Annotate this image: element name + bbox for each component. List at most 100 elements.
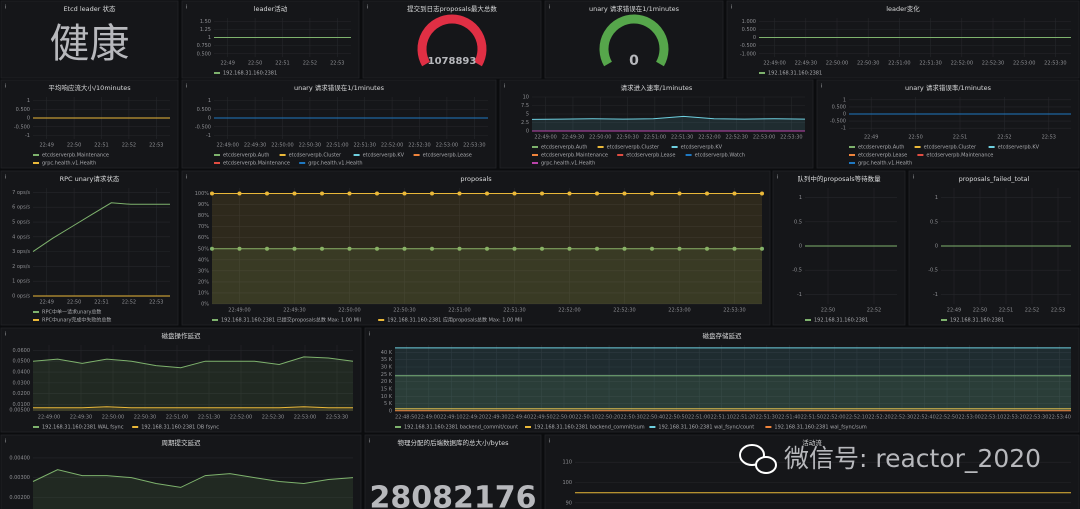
series-point xyxy=(760,246,764,251)
y-tick-label: -0.500 xyxy=(195,124,211,130)
legend-swatch xyxy=(617,154,624,156)
x-tick-label: 22:51:10 xyxy=(710,415,732,421)
legend-label: etcdserverpb.Auth xyxy=(858,145,904,151)
x-tick-label: 22:50:10 xyxy=(575,415,597,421)
x-tick-label: 22:49:00 xyxy=(534,135,556,141)
x-tick-label: 22:50:20 xyxy=(598,415,620,421)
series-point xyxy=(567,191,572,196)
x-tick-label: 22:51:00 xyxy=(166,415,188,421)
legend-swatch xyxy=(849,146,855,148)
legend-label: 192.168.31.160:2381 已提交proposals总数 Max: … xyxy=(221,317,361,324)
legend-swatch xyxy=(849,154,855,156)
x-tick-label: 22:51:40 xyxy=(778,415,800,421)
legend-label: etcdserverpb.Maintenance xyxy=(926,153,993,159)
panel-title: leader变化 xyxy=(886,4,920,13)
panel-title: 活动流 xyxy=(802,438,822,447)
legend-label: RPC中单一请求unary总数 xyxy=(42,309,101,316)
y-tick-label: 0 xyxy=(27,116,30,122)
legend-swatch xyxy=(395,426,401,428)
y-tick-label: 0 xyxy=(389,409,392,415)
y-tick-label: 1.000 xyxy=(742,19,756,25)
legend-swatch xyxy=(214,154,220,156)
series-area xyxy=(33,406,353,411)
panel-title: unary 请求错误在1/1minutes xyxy=(294,83,385,92)
x-tick-label: 22:53:00 xyxy=(958,415,980,421)
x-tick-label: 22:50:00 xyxy=(589,135,611,141)
x-tick-label: 22:53:00 xyxy=(753,135,775,141)
panel: 物理分配的后端数据库的总大小/bytes i 28082176 xyxy=(364,434,542,509)
x-tick-label: 22:53 xyxy=(1042,135,1056,141)
x-tick-label: 22:49:10 xyxy=(440,415,462,421)
panel: 磁盘操作延迟 i 0.0600 0.0500 0.0400 0.0300 0.0200 0.0… xyxy=(0,327,362,433)
panel-info-icon: i xyxy=(5,175,6,181)
series-point xyxy=(457,191,462,196)
gauge-arc xyxy=(417,14,487,67)
panel-info-icon: i xyxy=(777,175,778,181)
x-tick-label: 22:52:00 xyxy=(558,308,580,314)
gauge-arc xyxy=(599,14,669,67)
x-tick-label: 22:50:30 xyxy=(616,135,638,141)
y-tick-label: 100 xyxy=(562,480,572,486)
legend-swatch xyxy=(532,154,538,156)
panel: unary 请求错误率/1minutes i 10.500 0-0.500-1 22:4… xyxy=(816,79,1080,169)
series-point xyxy=(237,246,242,251)
legend-label: etcdserverpb.Cluster xyxy=(607,145,660,151)
y-tick-label: -1 xyxy=(206,133,211,139)
x-tick-label: 22:52:00 xyxy=(230,415,252,421)
series-point xyxy=(292,191,297,196)
x-tick-label: 22:49:20 xyxy=(463,415,485,421)
series-point xyxy=(677,246,682,251)
legend-label: etcdserverpb.Watch xyxy=(695,153,745,159)
legend-swatch xyxy=(279,154,286,156)
x-tick-label: 22:50:30 xyxy=(857,61,879,67)
panel-info-icon: i xyxy=(5,439,6,445)
x-tick-label: 22:51:00 xyxy=(448,308,470,314)
legend-label: 192.168.31.160:2381 xyxy=(768,71,822,77)
y-tick-label: 0.0500 xyxy=(13,359,31,365)
x-tick-label: 22:51:30 xyxy=(756,415,778,421)
x-tick-label: 22:50:50 xyxy=(665,415,687,421)
y-tick-label: 110 xyxy=(562,460,572,466)
legend-swatch xyxy=(805,319,811,321)
series-point xyxy=(567,246,572,251)
panel-title: 提交到日志proposals最大总数 xyxy=(407,4,497,13)
y-tick-label: -0.500 xyxy=(14,124,30,130)
x-tick-label: 22:50:00 xyxy=(338,308,360,314)
panel-info-icon: i xyxy=(5,332,6,338)
panel-title: proposals xyxy=(460,175,492,183)
y-tick-label: 3 ops/s xyxy=(12,249,30,255)
y-tick-label: 40% xyxy=(198,257,209,263)
series-point xyxy=(265,191,269,196)
panel-box xyxy=(181,170,771,326)
legend-swatch xyxy=(214,72,220,74)
x-tick-label: 22:51:30 xyxy=(919,61,941,67)
legend-label: etcdserverpb.KV xyxy=(998,145,1040,151)
legend-swatch xyxy=(649,426,656,428)
series-area xyxy=(212,193,762,304)
x-tick-label: 22:49:30 xyxy=(562,135,584,141)
y-tick-label: 90 xyxy=(566,500,572,506)
y-tick-label: 0 xyxy=(799,244,802,250)
x-tick-label: 22:52:00 xyxy=(698,135,720,141)
panel: proposals i 100% 90% 80% 70% 60% 50% 40% 30% 20% 10… xyxy=(181,170,771,326)
panel-box xyxy=(181,0,360,79)
panel: 平均响应流大小/10minutes i 1 0.500 0 -0.500 -1 22:49 22… xyxy=(0,79,179,169)
series-point xyxy=(705,246,709,251)
panel: 队列中的proposals等待数量 i 1 0.5 0 -0.5 -1 22:50 22:52 1… xyxy=(772,170,906,326)
y-tick-label: 7 ops/s xyxy=(12,190,30,196)
x-tick-label: 22:51 xyxy=(953,135,967,141)
panel-title: 物理分配的后端数据库的总大小/bytes xyxy=(397,438,509,447)
panel-box xyxy=(362,0,542,79)
y-tick-label: 0.00300 xyxy=(9,475,30,481)
x-tick-label: 22:52 xyxy=(303,61,317,67)
x-tick-label: 22:52 xyxy=(122,300,136,306)
panel-box xyxy=(0,79,179,169)
legend-swatch xyxy=(353,154,360,156)
x-tick-label: 22:50 xyxy=(67,143,81,149)
series-point xyxy=(320,246,324,251)
legend-label: grpc.health.v1.Health xyxy=(308,161,362,167)
panel-box xyxy=(726,0,1080,79)
